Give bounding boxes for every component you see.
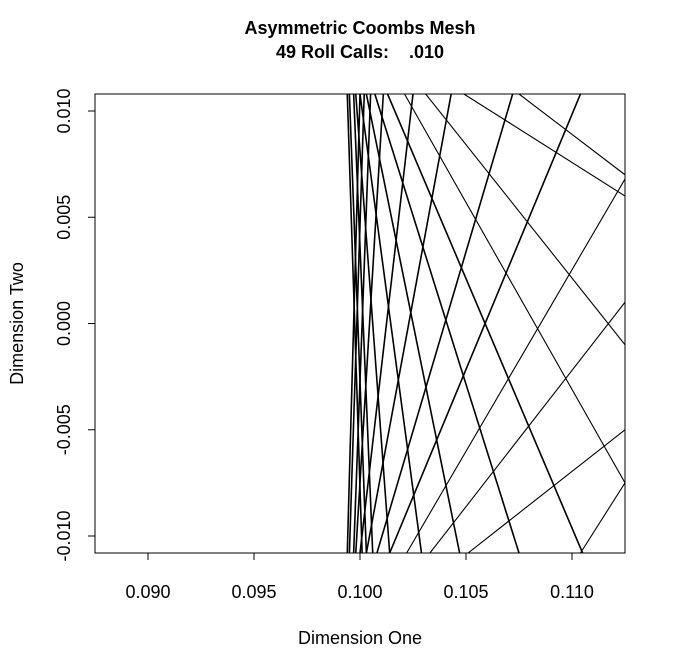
y-tick-label: 0.000: [54, 301, 74, 346]
y-tick-label: 0.010: [54, 88, 74, 133]
y-tick-label: -0.005: [54, 404, 74, 455]
x-tick-label: 0.095: [231, 582, 276, 602]
mesh-line: [374, 94, 520, 553]
mesh-line: [354, 94, 385, 553]
mesh-line: [376, 94, 514, 553]
y-tick-label: -0.010: [54, 510, 74, 561]
x-tick-label: 0.105: [443, 582, 488, 602]
mesh-lines: [346, 94, 625, 553]
mesh-line: [348, 94, 368, 553]
x-tick-label: 0.090: [125, 582, 170, 602]
plot-frame: [94, 93, 626, 554]
mesh-line: [406, 178, 625, 553]
mesh-line: [580, 482, 625, 553]
x-tick-label: 0.110: [550, 582, 594, 602]
mesh-line: [467, 429, 625, 553]
x-axis-ticks: [147, 553, 573, 560]
chart-title: Asymmetric Coombs Mesh: [244, 18, 475, 38]
y-tick-label: 0.005: [54, 195, 74, 240]
mesh-line: [388, 94, 582, 553]
y-axis-ticks: [88, 110, 95, 537]
mesh-line: [348, 94, 366, 553]
mesh-line: [365, 94, 452, 553]
chart-subtitle: 49 Roll Calls: .010: [276, 42, 444, 62]
y-axis-title: Dimension Two: [7, 262, 27, 385]
mesh-line: [518, 94, 625, 176]
mesh-line: [463, 94, 625, 197]
x-axis-title: Dimension One: [298, 628, 422, 648]
x-tick-label: 0.100: [337, 582, 382, 602]
x-tick-labels: 0.090 0.095 0.100 0.105 0.110: [125, 582, 593, 602]
mesh-line: [359, 94, 414, 553]
mesh-line: [404, 94, 625, 484]
mesh-line: [365, 94, 461, 553]
mesh-line: [429, 301, 625, 553]
y-tick-labels: -0.010 -0.005 0.000 0.005 0.010: [54, 88, 74, 561]
mesh-line: [359, 94, 423, 553]
mesh-line: [425, 94, 625, 346]
mesh-line: [354, 94, 391, 553]
mesh-line: [346, 94, 361, 553]
mesh-line: [352, 94, 372, 553]
